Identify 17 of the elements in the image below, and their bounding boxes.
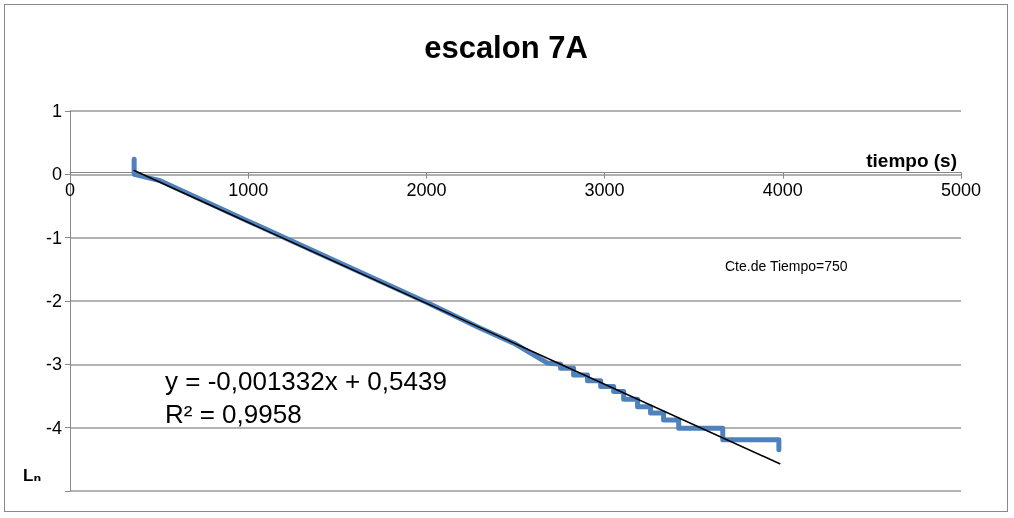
x-tick-label: 5000 <box>940 179 982 200</box>
x-tick-label: 0 <box>64 179 76 200</box>
y-tick-label: -4 <box>45 417 62 438</box>
x-tick-label: 4000 <box>762 179 803 200</box>
y-tick-label: -3 <box>45 354 62 375</box>
y-tick-label: -1 <box>45 227 62 248</box>
annotation: y = -0,001332x + 0,5439 R² = 0,9958 <box>165 366 447 429</box>
y-tick-label: 0 <box>51 164 62 185</box>
y-tick-label: -2 <box>45 291 62 311</box>
chart-title: escalon 7A <box>424 30 588 65</box>
y-axis-title: Lₙ <box>23 466 42 485</box>
x-tick-label: 3000 <box>584 179 625 200</box>
annotation: Cte.de Tiempo=750 <box>725 257 848 274</box>
x-axis-title: tiempo (s) <box>866 150 957 171</box>
x-tick-label: 2000 <box>406 179 447 200</box>
y-tick-label: 1 <box>51 101 62 121</box>
x-tick-label: 1000 <box>228 179 269 200</box>
